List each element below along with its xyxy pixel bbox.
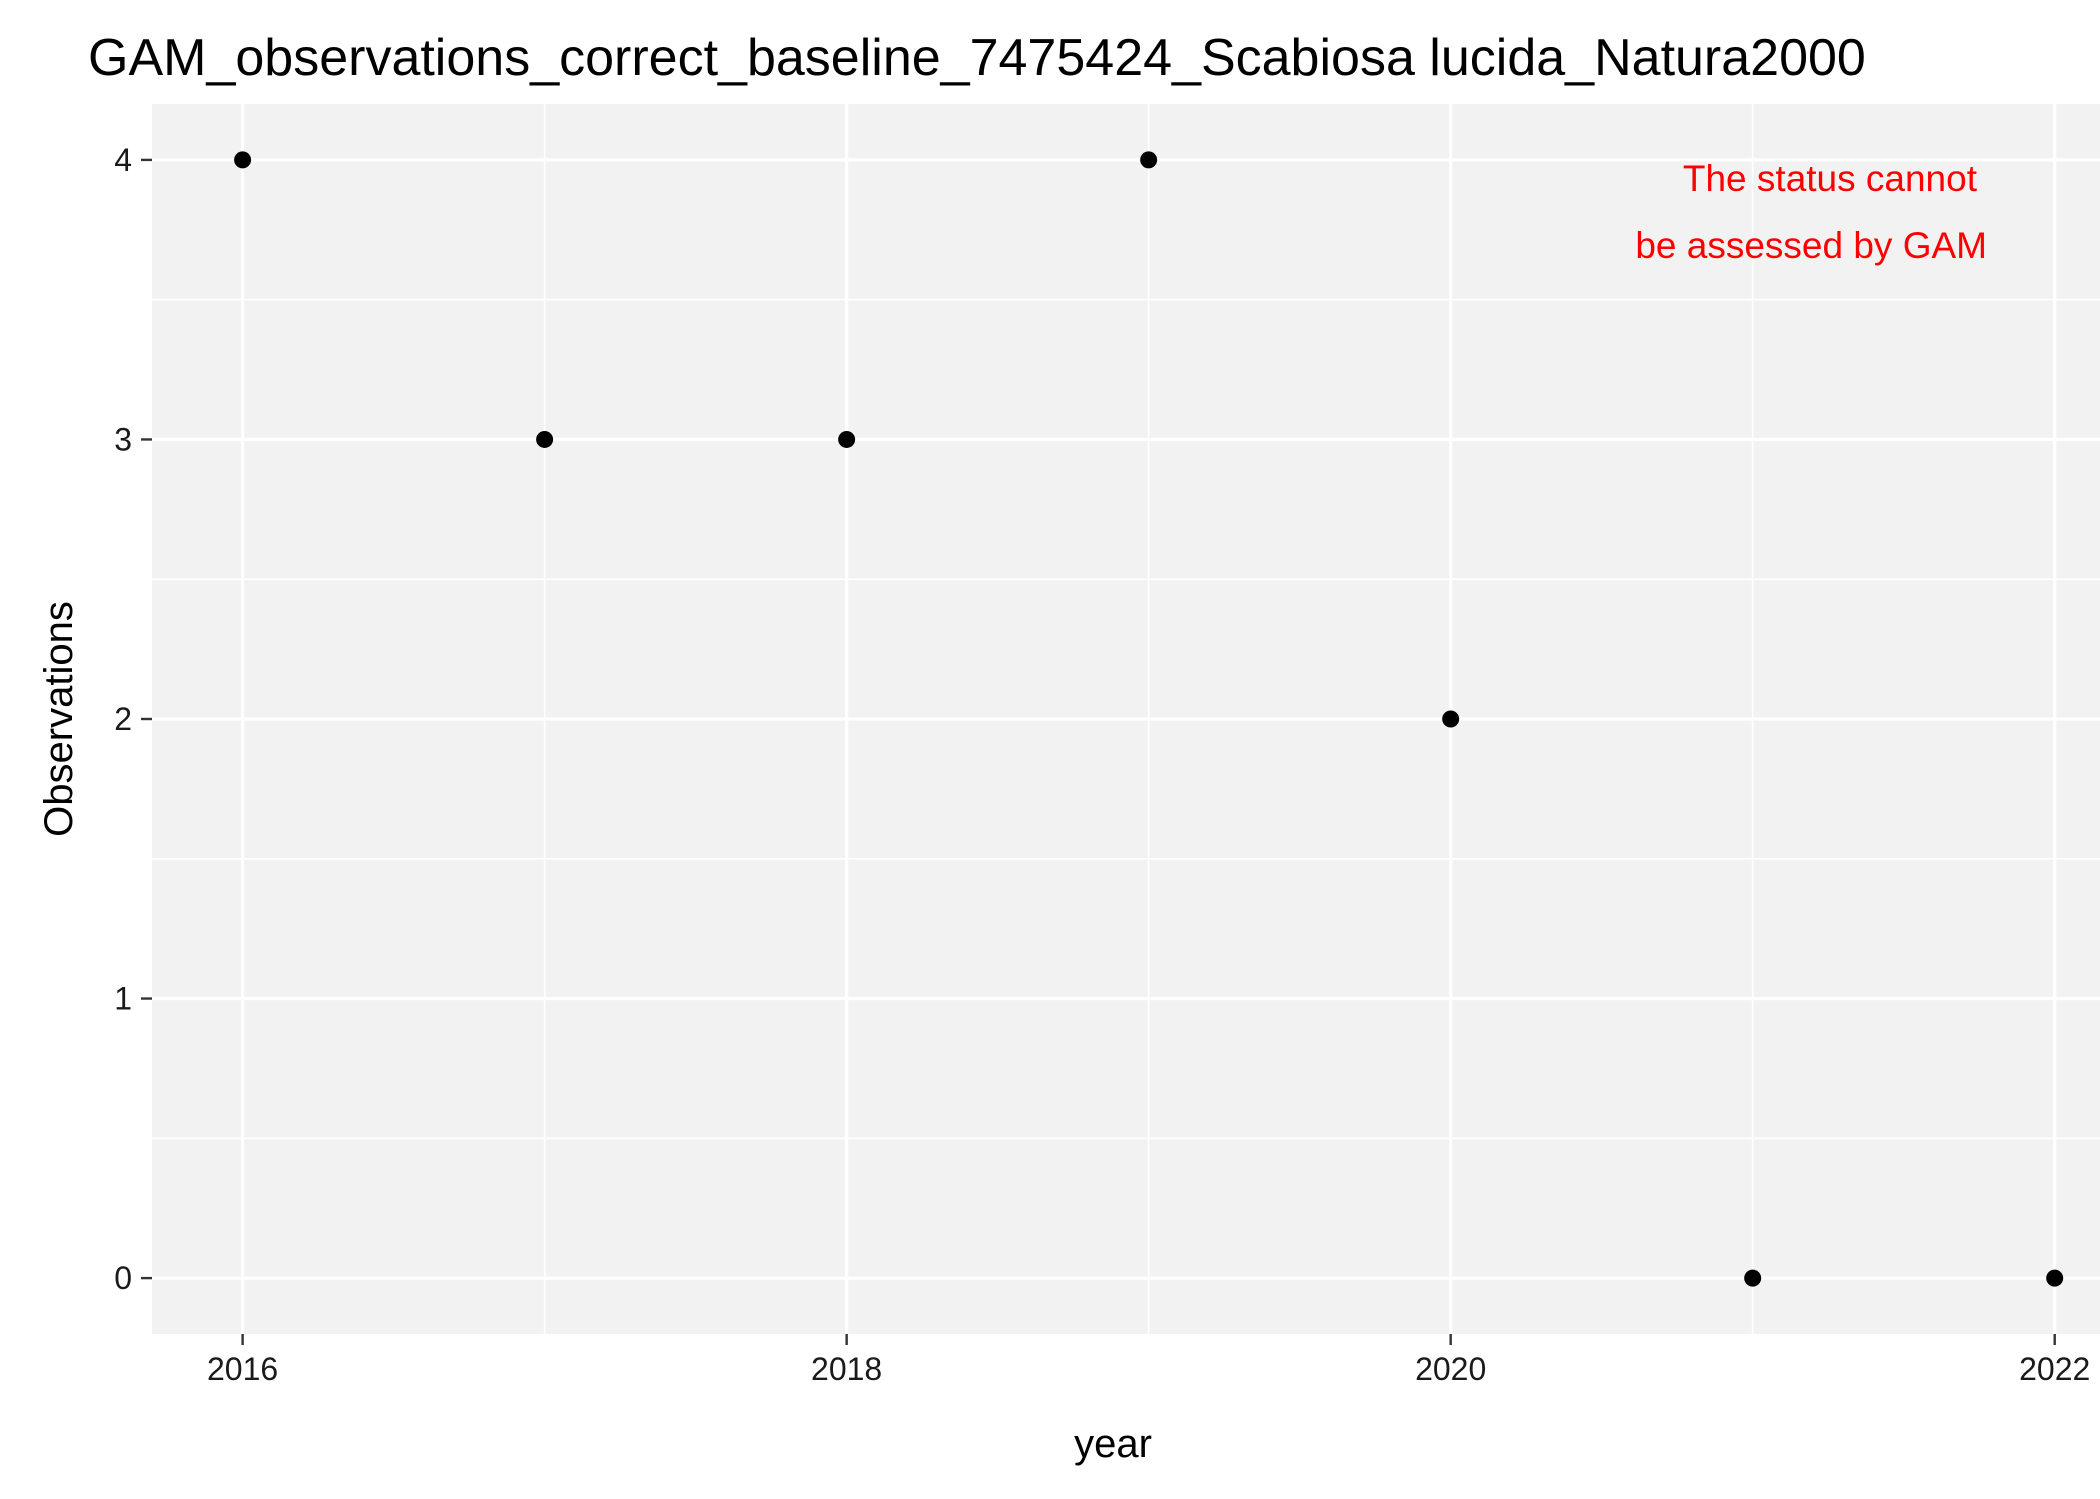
data-point bbox=[1140, 151, 1158, 169]
status-annotation: The status cannot be assessed by GAM bbox=[1635, 158, 1987, 266]
y-tick-label: 4 bbox=[114, 142, 132, 178]
chart-title: GAM_observations_correct_baseline_747542… bbox=[88, 29, 1866, 87]
data-point bbox=[838, 430, 856, 448]
x-tick-label: 2018 bbox=[811, 1351, 882, 1387]
data-point bbox=[1744, 1269, 1762, 1287]
y-tick-label: 1 bbox=[114, 981, 132, 1017]
annotation-line-2: be assessed by GAM bbox=[1635, 225, 1987, 266]
data-point bbox=[1442, 710, 1460, 728]
x-tick-label: 2022 bbox=[2019, 1351, 2090, 1387]
x-axis-title: year bbox=[1074, 1422, 1152, 1466]
x-tick-label: 2020 bbox=[1415, 1351, 1486, 1387]
x-tick-label: 2016 bbox=[207, 1351, 278, 1387]
y-tick-label: 3 bbox=[114, 421, 132, 457]
y-tick-label: 0 bbox=[114, 1260, 132, 1296]
data-point bbox=[234, 151, 252, 169]
annotation-line-1: The status cannot bbox=[1683, 158, 1978, 199]
data-points bbox=[234, 151, 2064, 1287]
data-point bbox=[536, 430, 554, 448]
x-axis-ticks: 2016 2018 2020 2022 bbox=[207, 1334, 2090, 1387]
y-axis-ticks: 0 1 2 3 4 bbox=[114, 142, 152, 1296]
y-axis-title: Observations bbox=[37, 601, 81, 837]
data-point bbox=[2046, 1269, 2064, 1287]
y-tick-label: 2 bbox=[114, 701, 132, 737]
